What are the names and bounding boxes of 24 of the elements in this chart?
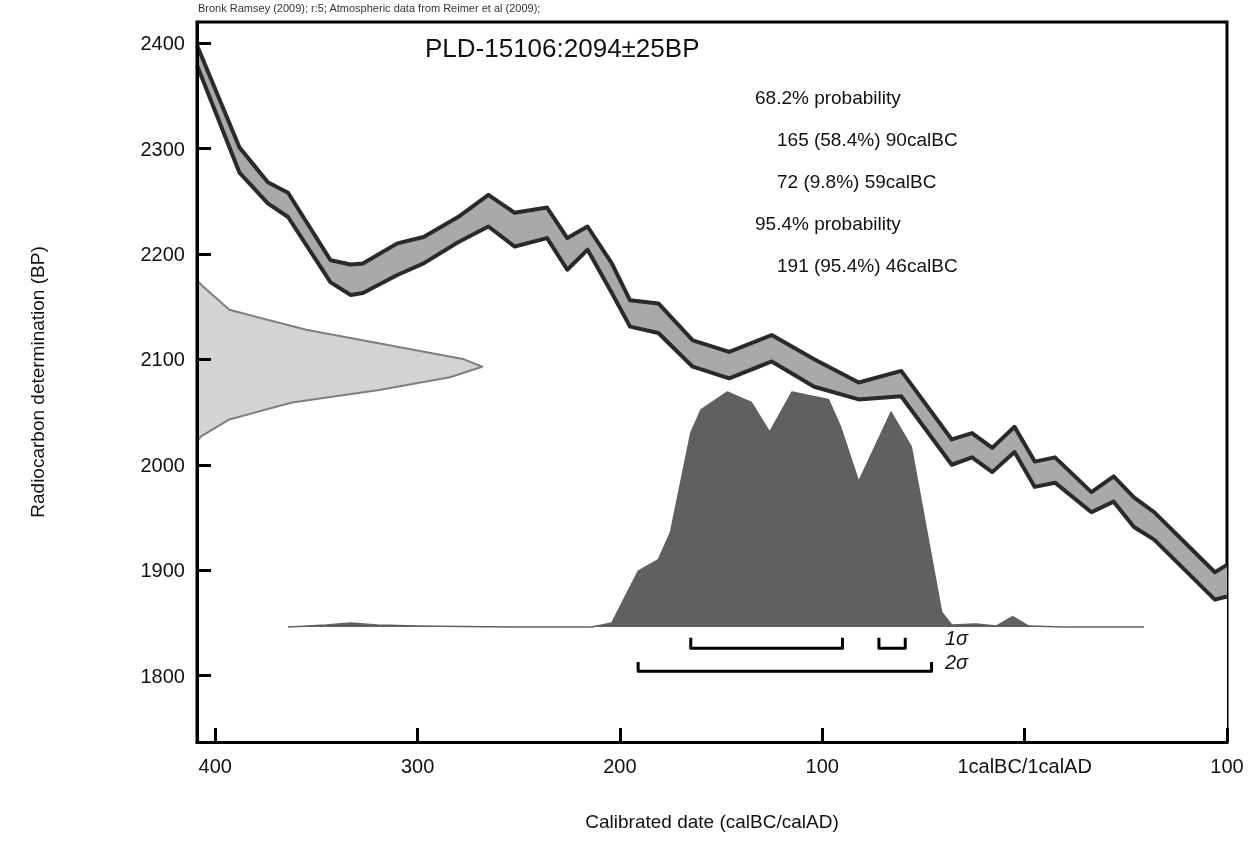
x-tick-label: 100 [1210,755,1244,777]
annotation: 68.2% probability [755,87,902,108]
y-tick-label: 2400 [140,32,185,55]
text: Bronk Ramsey (2009); r:5; Atmospheric data from Reimer et al (2009); [198,1,541,14]
y-tick-label: 1900 [140,559,185,582]
y-tick-label: 2100 [140,348,185,371]
y-axis-title: Radiocarbon determination (BP) [27,246,48,518]
x-tick-label: 400 [198,755,232,777]
x-axis-title: Calibrated date (calBC/calAD) [585,811,839,832]
y-tick-label: 2300 [140,137,185,160]
annotation: 165 (58.4%) 90calBC [777,129,958,150]
x-tick-label: 300 [400,755,435,777]
x-tick-label: 100 [805,755,839,777]
annotation: 2σ [944,651,970,673]
annotation: 72 (9.8%) 59calBC [777,171,937,192]
x-tick-label: 200 [603,755,637,777]
annotation: 1σ [945,627,970,649]
annotation: 95.4% probability [755,213,902,234]
chart-title: PLD-15106:2094±25BP [425,33,700,63]
x-tick-label: 1calBC/1calAD [957,755,1092,777]
y-tick-label: 2200 [140,242,185,265]
y-tick-label: 1800 [140,664,185,687]
annotation: 191 (95.4%) 46calBC [777,255,958,276]
y-tick-label: 2000 [140,453,185,476]
